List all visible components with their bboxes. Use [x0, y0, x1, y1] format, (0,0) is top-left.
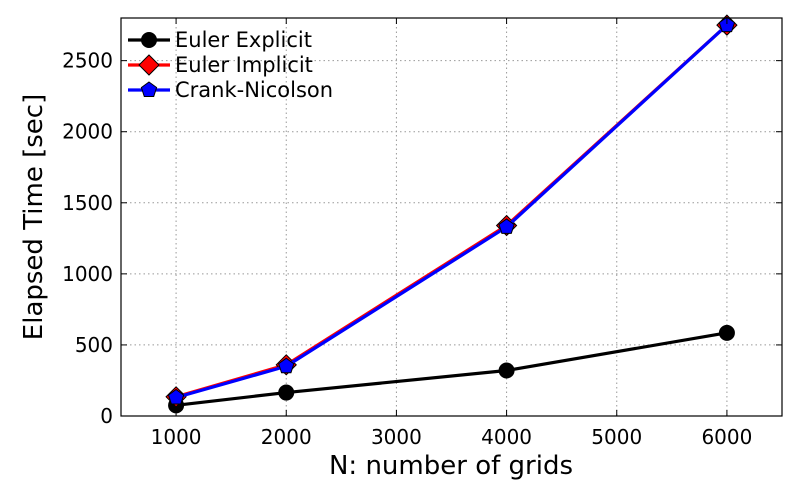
x-tick-label: 2000: [261, 425, 312, 449]
y-tick-label: 2500: [62, 49, 113, 73]
legend-label-euler-implicit: Euler Implicit: [175, 53, 313, 77]
x-tick-label: 3000: [371, 425, 422, 449]
y-tick-label: 2000: [62, 120, 113, 144]
series-line-euler-explicit: [175, 331, 728, 407]
y-tick-label: 1000: [62, 262, 113, 286]
legend-marker-euler-explicit: [141, 32, 157, 48]
legend-marker-euler-implicit: [138, 54, 160, 76]
data-point-crank-nicolson: [278, 357, 295, 374]
series-layer: [165, 14, 738, 414]
data-point-crank-nicolson: [167, 388, 185, 405]
legend-label-crank-nicolson: Crank-Nicolson: [175, 78, 333, 102]
y-axis-title: Elapsed Time [sec]: [19, 94, 49, 340]
data-point-crank-nicolson: [498, 218, 515, 234]
axis-ticks: 1000 2000 3000 4000 5000 6000 0 500 1000 1500 2000…: [62, 18, 782, 449]
x-tick-label: 4000: [481, 425, 532, 449]
data-point-euler-explicit: [498, 362, 515, 379]
y-tick-label: 0: [100, 404, 113, 428]
x-axis-title: N: number of grids: [329, 451, 573, 481]
series-line-crank-nicolson: [175, 23, 729, 400]
x-tick-label: 5000: [591, 425, 642, 449]
x-tick-label: 6000: [701, 425, 752, 449]
data-point-crank-nicolson: [718, 16, 736, 33]
legend-marker-crank-nicolson: [140, 81, 158, 97]
y-tick-label: 500: [75, 333, 113, 357]
plot-frame: [120, 17, 783, 417]
y-tick-label: 1500: [62, 191, 113, 215]
legend-label-euler-explicit: Euler Explicit: [175, 28, 312, 52]
data-point-euler-explicit: [718, 324, 735, 341]
x-tick-label: 1000: [151, 425, 202, 449]
data-point-euler-explicit: [278, 384, 295, 401]
